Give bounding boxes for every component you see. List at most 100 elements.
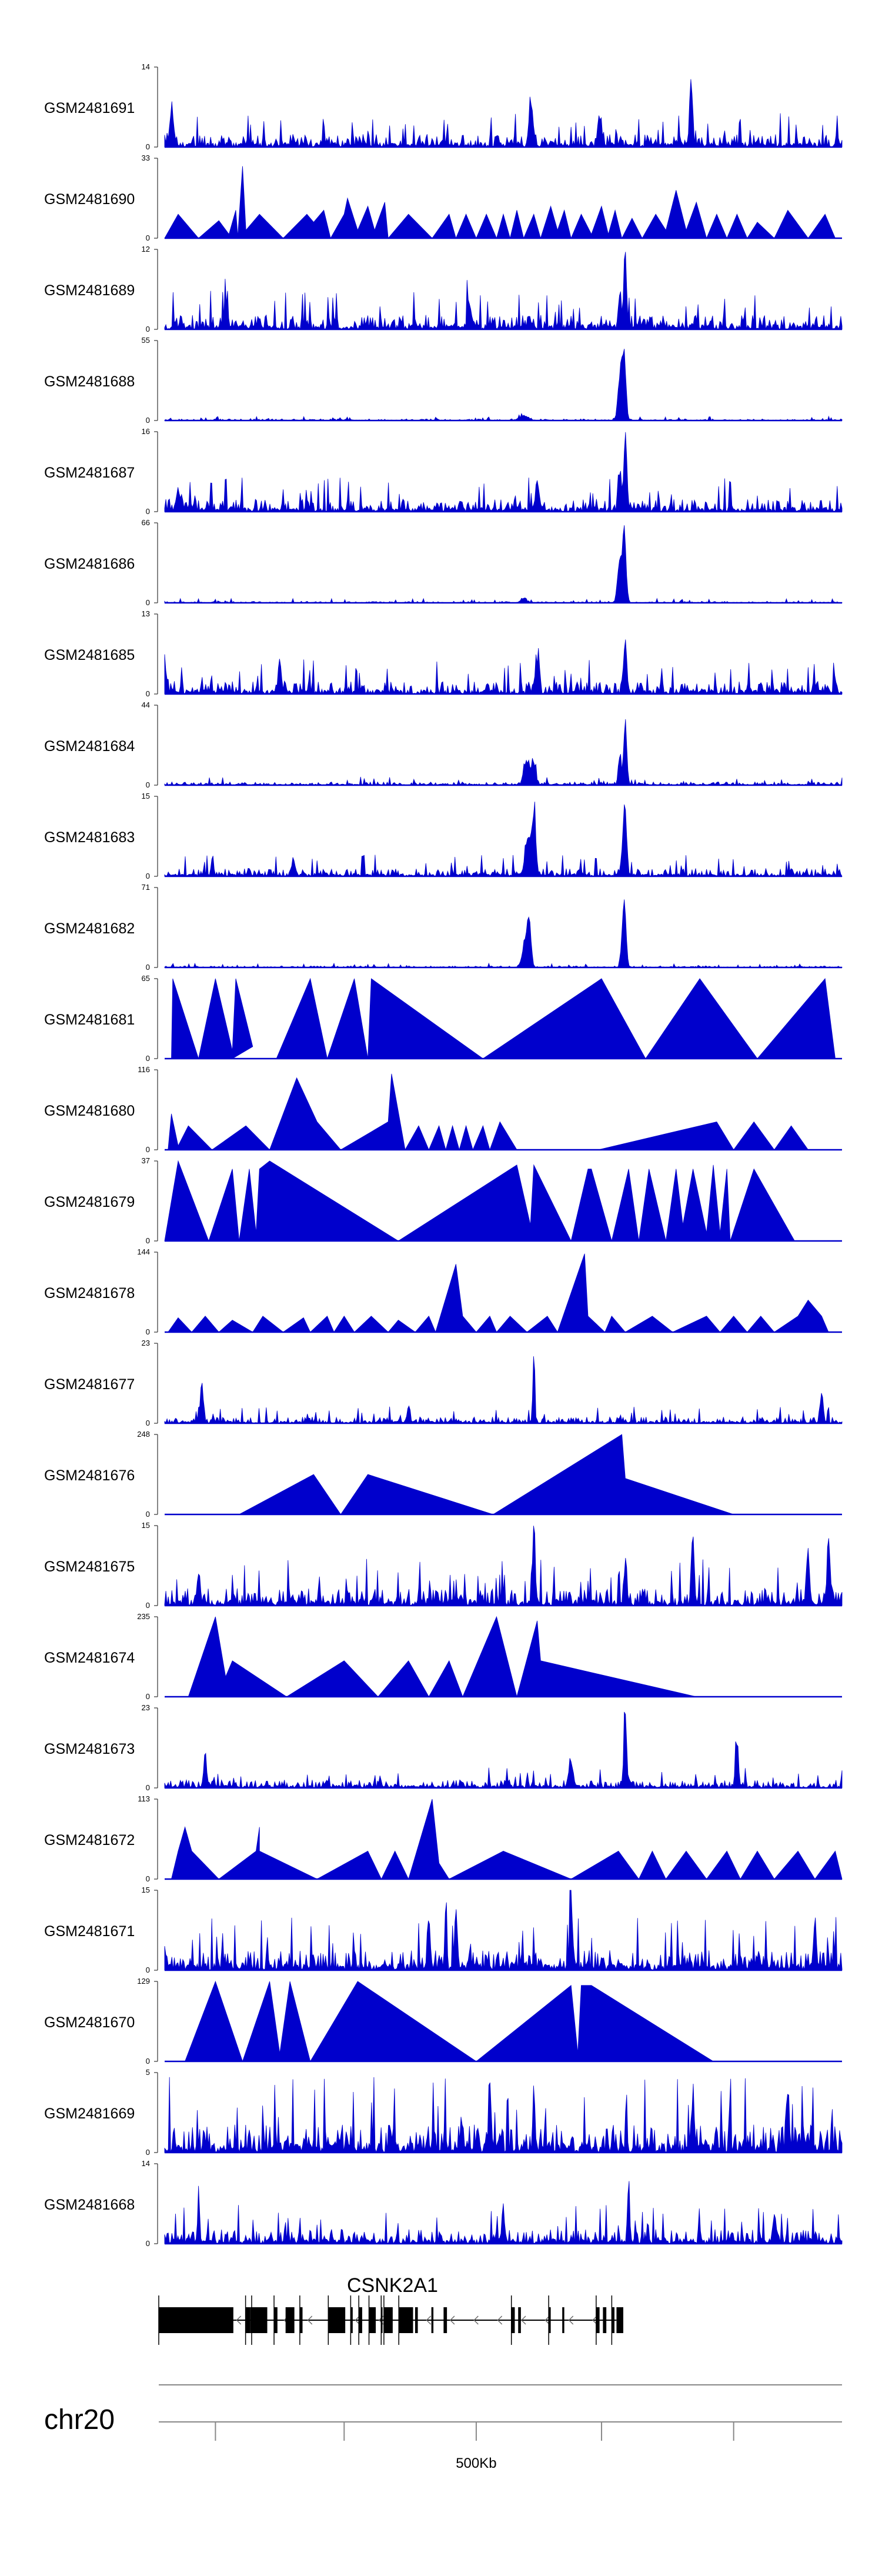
track-ymax-label: 15 — [142, 1886, 150, 1894]
track-label: GSM2481669 — [44, 2105, 135, 2122]
strand-arrow — [426, 2315, 432, 2325]
coverage-area — [171, 1798, 843, 1880]
track-ymin-label: 0 — [146, 598, 150, 607]
coverage-area — [164, 79, 843, 148]
track-label: GSM2481683 — [44, 829, 135, 846]
track-ymin-label: 0 — [146, 1236, 150, 1245]
track-label: GSM2481688 — [44, 373, 135, 390]
track-ymin-label: 0 — [146, 416, 150, 425]
gene-exon — [328, 2307, 346, 2333]
gene-label: CSNK2A1 — [347, 2274, 438, 2297]
strand-arrow — [473, 2315, 479, 2325]
track-GSM2481674: GSM2481674 235 0 — [44, 1612, 842, 1701]
strand-arrow — [521, 2315, 526, 2325]
gene-exon — [549, 2307, 551, 2333]
track-ymin-label: 0 — [146, 2239, 150, 2248]
gene-exon — [415, 2307, 418, 2333]
track-label: GSM2481676 — [44, 1467, 135, 1484]
gene-exon — [285, 2307, 295, 2333]
gene-exon — [399, 2307, 413, 2333]
track-label: GSM2481674 — [44, 1650, 135, 1666]
strand-arrow — [544, 2315, 550, 2325]
track-GSM2481689: GSM2481689 12 0 — [44, 245, 843, 333]
gene-exon — [511, 2307, 515, 2333]
track-label: GSM2481685 — [44, 647, 135, 663]
track-ymin-label: 0 — [146, 689, 150, 698]
track-GSM2481681: GSM2481681 65 0 — [44, 974, 842, 1063]
gene-exon — [518, 2307, 521, 2333]
track-ymax-label: 15 — [142, 1521, 150, 1530]
strand-arrow — [236, 2315, 242, 2325]
axis-tick-label: 500Kb — [456, 2455, 496, 2471]
coverage-area — [164, 2077, 843, 2153]
track-GSM2481677: GSM2481677 23 0 — [44, 1339, 843, 1427]
track-label: GSM2481684 — [44, 738, 135, 755]
track-ymin-label: 0 — [146, 2057, 150, 2066]
gene-exon — [245, 2307, 250, 2333]
track-ymax-label: 235 — [137, 1612, 150, 1621]
track-label: GSM2481672 — [44, 1832, 135, 1848]
track-ymin-label: 0 — [146, 325, 150, 333]
coverage-area — [164, 1160, 796, 1242]
track-ymax-label: 65 — [142, 974, 150, 983]
track-ymax-label: 13 — [142, 609, 150, 618]
track-label: GSM2481691 — [44, 100, 135, 116]
track-label: GSM2481687 — [44, 465, 135, 481]
gene-exon — [359, 2307, 362, 2333]
track-GSM2481687: GSM2481687 16 0 — [44, 427, 843, 516]
track-label: GSM2481689 — [44, 282, 135, 299]
gene-exon — [250, 2307, 268, 2333]
gene-exon — [383, 2307, 393, 2333]
track-ymin-label: 0 — [146, 780, 150, 789]
coverage-area — [164, 2181, 843, 2245]
coverage-area — [171, 977, 836, 1060]
track-label: GSM2481673 — [44, 1741, 135, 1757]
track-GSM2481690: GSM2481690 33 0 — [44, 154, 842, 242]
track-ymin-label: 0 — [146, 1054, 150, 1063]
track-ymax-label: 144 — [137, 1247, 150, 1256]
genome-axis: 500Kb — [159, 2384, 842, 2471]
track-ymax-label: 23 — [142, 1703, 150, 1712]
track-ymax-label: 248 — [137, 1430, 150, 1439]
track-ymax-label: 12 — [142, 245, 150, 253]
coverage-area — [164, 252, 843, 331]
coverage-area — [164, 1711, 843, 1789]
track-ymin-label: 0 — [146, 1419, 150, 1427]
track-ymax-label: 71 — [142, 883, 150, 892]
track-ymax-label: 14 — [142, 2159, 150, 2168]
track-ymin-label: 0 — [146, 1327, 150, 1336]
gene-exon — [616, 2307, 623, 2333]
track-GSM2481679: GSM2481679 37 0 — [44, 1156, 842, 1245]
gene-exon — [443, 2307, 447, 2333]
track-ymin-label: 0 — [146, 1510, 150, 1519]
gene-exon — [159, 2307, 233, 2333]
track-ymin-label: 0 — [146, 142, 150, 151]
strand-arrow — [449, 2315, 455, 2325]
strand-arrow — [592, 2315, 597, 2325]
track-ymax-label: 15 — [142, 792, 150, 800]
track-ymin-label: 0 — [146, 1874, 150, 1883]
track-ymin-label: 0 — [146, 1966, 150, 1974]
gene-exon — [596, 2307, 600, 2333]
track-GSM2481680: GSM2481680 116 0 — [44, 1065, 842, 1154]
track-label: GSM2481671 — [44, 1923, 135, 1940]
gene-exon — [562, 2307, 564, 2333]
gene-model: CSNK2A1 — [158, 2274, 623, 2345]
track-label: GSM2481677 — [44, 1376, 135, 1393]
coverage-area — [168, 1253, 829, 1333]
track-ymax-label: 44 — [142, 700, 150, 709]
track-label: GSM2481681 — [44, 1012, 135, 1028]
track-ymax-label: 116 — [138, 1065, 150, 1074]
gene-exon — [350, 2307, 353, 2333]
track-ymax-label: 33 — [142, 154, 150, 162]
track-GSM2481670: GSM2481670 129 0 — [44, 1977, 842, 2066]
chromosome-label: chr20 — [44, 2404, 115, 2435]
track-label: GSM2481670 — [44, 2014, 135, 2031]
track-ymax-label: 66 — [142, 518, 150, 527]
coverage-area — [164, 1890, 843, 1971]
track-GSM2481683: GSM2481683 15 0 — [44, 792, 843, 880]
track-ymax-label: 55 — [142, 336, 150, 345]
track-GSM2481685: GSM2481685 13 0 — [44, 609, 843, 698]
coverage-area — [164, 432, 843, 513]
track-GSM2481676: GSM2481676 248 0 — [44, 1430, 842, 1519]
